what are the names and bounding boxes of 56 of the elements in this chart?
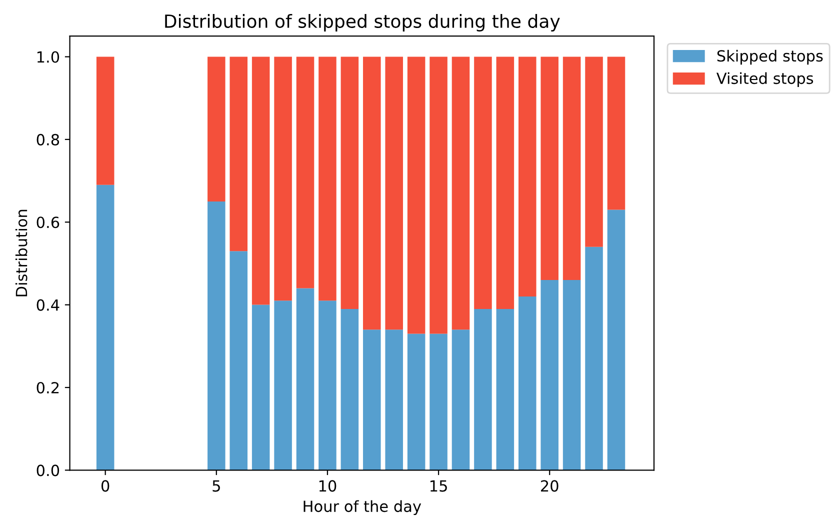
bar xyxy=(540,56,558,280)
x-axis-title: Hour of the day xyxy=(304,500,422,516)
bar xyxy=(274,56,292,301)
bar xyxy=(607,56,626,210)
y-axis-title: Distribution xyxy=(15,210,28,296)
bar xyxy=(562,280,581,470)
bar xyxy=(585,56,603,247)
bar xyxy=(230,251,248,470)
y-tick-label: 0.0 xyxy=(36,464,60,476)
y-tick-label: 0.4 xyxy=(36,299,60,311)
x-tick-label: 15 xyxy=(430,480,447,492)
bar xyxy=(208,56,226,202)
bar xyxy=(230,56,248,252)
y-tick-label: 0.8 xyxy=(36,134,60,146)
bar xyxy=(540,280,558,470)
bar xyxy=(407,334,426,470)
x-tick-label: 20 xyxy=(540,480,558,492)
bar xyxy=(496,56,514,309)
bar xyxy=(452,56,470,330)
bar xyxy=(518,296,536,470)
y-tick-label: 0.6 xyxy=(36,216,60,228)
bar xyxy=(474,308,492,470)
bar xyxy=(252,56,270,305)
bar xyxy=(96,184,114,470)
bar xyxy=(318,56,336,301)
y-tick-label: 0.2 xyxy=(36,382,59,394)
bar xyxy=(607,210,626,470)
bar xyxy=(296,288,314,470)
bar xyxy=(363,330,381,470)
bar xyxy=(252,304,270,470)
legend-label: Skipped stops xyxy=(717,50,823,65)
x-tick-label: 10 xyxy=(319,480,336,492)
bar xyxy=(452,330,470,470)
bar xyxy=(296,56,314,288)
bar xyxy=(430,334,448,470)
bar xyxy=(385,56,403,330)
bar xyxy=(585,246,603,470)
bar xyxy=(208,201,226,470)
bar xyxy=(340,56,359,309)
chart-title: Distribution of skipped stops during the day xyxy=(165,14,560,32)
bar xyxy=(562,56,581,280)
bar xyxy=(407,56,426,334)
bar xyxy=(274,300,292,470)
bar xyxy=(363,56,381,330)
x-tick-label: 0 xyxy=(101,480,110,492)
legend-label: Visited stops xyxy=(716,72,814,88)
x-tick-label: 5 xyxy=(212,480,220,492)
bar xyxy=(318,300,336,470)
bar xyxy=(496,308,514,470)
bar xyxy=(474,56,492,309)
bar xyxy=(518,56,536,297)
bar xyxy=(96,56,114,185)
bar xyxy=(385,330,403,470)
bar xyxy=(430,56,448,334)
y-tick-label: 1.0 xyxy=(37,51,60,63)
bar xyxy=(340,308,359,470)
